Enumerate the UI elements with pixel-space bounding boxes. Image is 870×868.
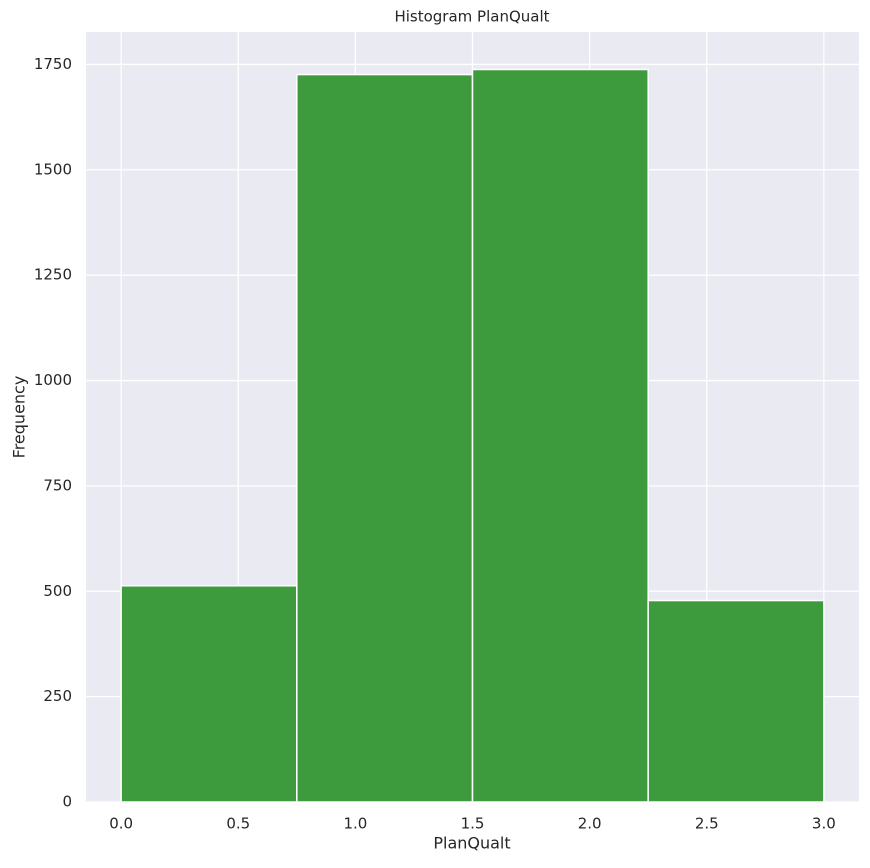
y-tick-label: 1000: [34, 371, 72, 389]
x-axis-label: PlanQualt: [433, 834, 510, 853]
x-tick-label: 1.5: [461, 815, 485, 833]
y-tick-label: 500: [43, 582, 72, 600]
x-tick-label: 0.5: [226, 815, 250, 833]
bar: [471, 68, 649, 803]
x-tick-label: 3.0: [812, 815, 836, 833]
x-tick-label: 2.5: [695, 815, 719, 833]
y-tick-label: 250: [43, 687, 72, 705]
y-tick-label: 750: [43, 476, 72, 494]
bar: [296, 73, 474, 803]
chart-title: Histogram PlanQualt: [394, 8, 549, 26]
bar: [120, 585, 298, 803]
y-tick-label: 1500: [34, 160, 72, 178]
x-tick-label: 0.0: [109, 815, 133, 833]
bar: [647, 599, 825, 803]
y-tick-label: 0: [62, 793, 72, 811]
y-tick-label: 1750: [34, 55, 72, 73]
x-tick-label: 1.0: [343, 815, 367, 833]
y-axis-label: Frequency: [10, 376, 29, 459]
y-tick-label: 1250: [34, 266, 72, 284]
x-tick-label: 2.0: [578, 815, 602, 833]
